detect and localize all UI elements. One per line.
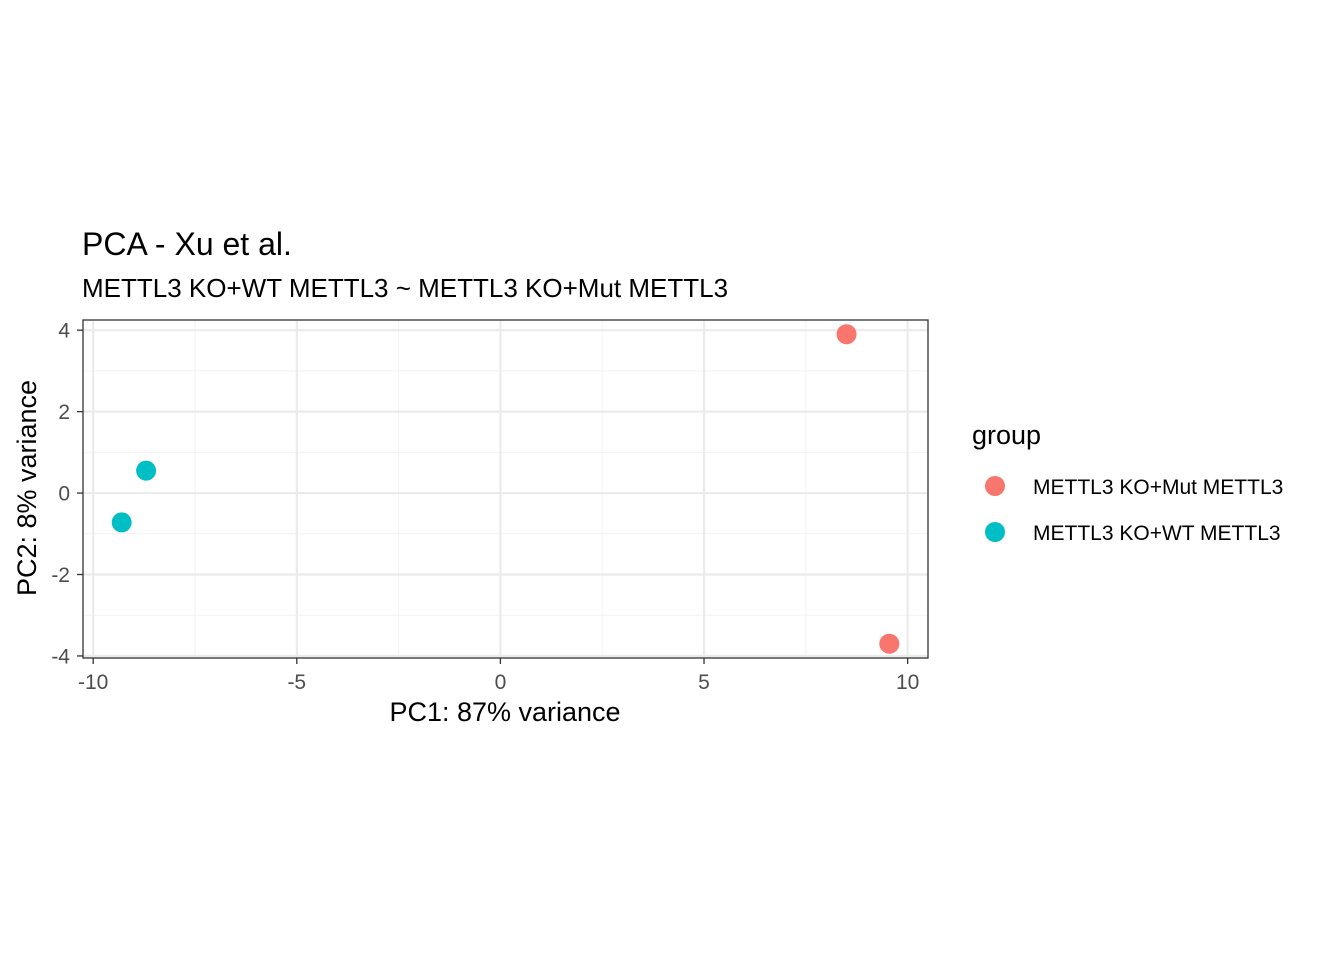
- plot-panel: [82, 319, 929, 659]
- y-tick-label: -4: [51, 645, 70, 668]
- y-axis: -4 -2 0 2 4: [51, 320, 83, 668]
- minor-gridlines: [83, 320, 928, 658]
- legend-label: METTL3 KO+WT METTL3: [1033, 522, 1281, 545]
- legend-label: METTL3 KO+Mut METTL3: [1033, 476, 1283, 499]
- data-point: [136, 460, 157, 481]
- chart-subtitle: METTL3 KO+WT METTL3 ~ METTL3 KO+Mut METT…: [82, 273, 728, 303]
- x-tick-label: 5: [698, 671, 710, 694]
- y-tick-label: 2: [58, 401, 70, 424]
- legend: group METTL3 KO+Mut METTL3 METTL3 KO+WT M…: [972, 420, 1283, 545]
- y-tick-label: -2: [51, 564, 70, 587]
- x-tick-label: 0: [495, 671, 507, 694]
- x-tick-label: 10: [896, 671, 919, 694]
- legend-title: group: [972, 420, 1041, 450]
- y-axis-title: PC2: 8% variance: [12, 380, 42, 596]
- y-tick-label: 0: [58, 483, 70, 506]
- legend-key: [985, 522, 1005, 542]
- data-point: [879, 633, 900, 654]
- x-tick-label: -5: [287, 671, 306, 694]
- major-gridlines: [83, 320, 928, 658]
- x-axis-title: PC1: 87% variance: [389, 697, 620, 727]
- data-point: [836, 324, 857, 345]
- x-tick-label: -10: [78, 671, 108, 694]
- y-tick-label: 4: [58, 320, 70, 343]
- legend-key: [985, 476, 1005, 496]
- x-axis: -10 -5 0 5 10: [78, 658, 919, 694]
- data-point: [111, 512, 132, 533]
- data-points: [111, 324, 900, 654]
- panel-border: [82, 319, 929, 659]
- chart-title: PCA - Xu et al.: [82, 226, 292, 262]
